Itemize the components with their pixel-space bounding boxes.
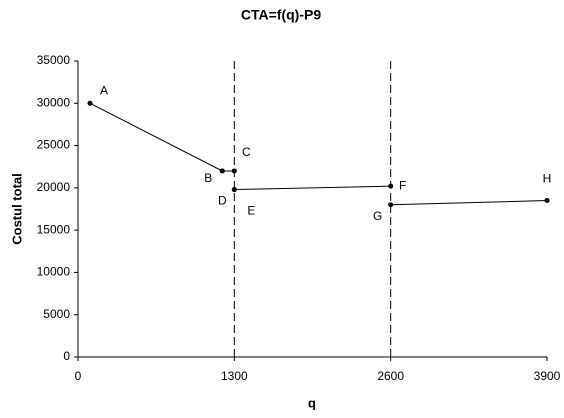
data-point (87, 100, 93, 106)
y-tick-label: 10000 (37, 265, 71, 279)
data-point (231, 168, 237, 174)
y-tick-label: 5000 (43, 307, 70, 321)
x-tick-label: 2600 (377, 369, 404, 383)
series-line (390, 200, 548, 206)
chart-title: CTA=f(q)-P9 (241, 7, 321, 23)
point-label: C (242, 145, 251, 159)
point-label: H (543, 172, 552, 186)
y-axis-title: Costul total (9, 173, 24, 245)
data-point (219, 168, 225, 174)
y-tick-label: 30000 (37, 95, 71, 109)
point-label: G (373, 209, 382, 223)
x-tick-label: 1300 (221, 369, 248, 383)
y-tick-label: 35000 (37, 53, 71, 67)
y-tick-label: 25000 (37, 138, 71, 152)
data-point (544, 198, 550, 204)
series-line (234, 185, 391, 191)
point-label: A (100, 83, 108, 97)
point-label: D (218, 194, 227, 208)
point-label: E (247, 204, 255, 218)
y-tick-label: 20000 (37, 180, 71, 194)
data-point (388, 183, 394, 189)
data-point (231, 187, 237, 193)
point-label: B (204, 171, 212, 185)
y-tick-label: 0 (63, 349, 70, 363)
x-tick-label: 3900 (534, 369, 561, 383)
y-tick-label: 15000 (37, 222, 71, 236)
point-label: F (399, 178, 406, 192)
x-axis-title: q (308, 395, 316, 410)
x-tick-label: 0 (75, 369, 82, 383)
data-point (388, 202, 394, 208)
series-line (89, 102, 235, 172)
